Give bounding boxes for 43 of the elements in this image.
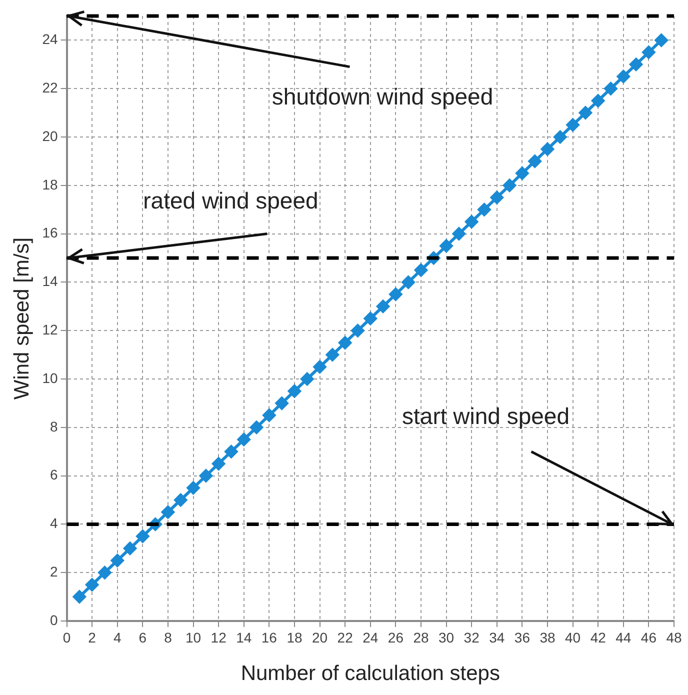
y-tick-label: 10 bbox=[42, 370, 58, 386]
x-tick-label: 26 bbox=[388, 629, 404, 646]
y-tick-label: 22 bbox=[42, 79, 58, 96]
y-tick-label: 12 bbox=[42, 321, 58, 338]
y-tick-label: 24 bbox=[42, 31, 58, 48]
ref-line-label: start wind speed bbox=[402, 403, 570, 430]
y-tick-label: 16 bbox=[42, 224, 58, 241]
x-tick-label: 6 bbox=[138, 629, 147, 646]
x-tick-label: 36 bbox=[514, 629, 530, 646]
x-tick-label: 18 bbox=[286, 629, 302, 646]
x-tick-label: 22 bbox=[337, 629, 354, 646]
y-tick-label: 6 bbox=[50, 466, 58, 483]
x-axis-title: Number of calculation steps bbox=[240, 662, 500, 686]
x-tick-label: 44 bbox=[616, 629, 632, 646]
ref-line-label: rated wind speed bbox=[143, 188, 318, 214]
y-tick-label: 0 bbox=[50, 612, 58, 628]
x-tick-label: 38 bbox=[540, 629, 556, 646]
x-tick-label: 40 bbox=[565, 629, 581, 646]
x-tick-label: 32 bbox=[464, 629, 480, 646]
x-tick-label: 16 bbox=[261, 629, 278, 646]
y-tick-label: 20 bbox=[42, 128, 58, 144]
x-tick-label: 30 bbox=[438, 629, 454, 646]
x-tick-label: 4 bbox=[113, 629, 122, 646]
y-tick-label: 18 bbox=[42, 176, 58, 192]
y-axis-title: Wind speed [m/s] bbox=[10, 237, 34, 400]
x-tick-label: 10 bbox=[185, 629, 202, 646]
x-tick-label: 42 bbox=[590, 629, 606, 646]
x-tick-label: 20 bbox=[312, 629, 328, 646]
ref-line-label: shutdown wind speed bbox=[272, 84, 494, 110]
y-tick-label: 8 bbox=[50, 418, 58, 434]
x-tick-label: 48 bbox=[666, 629, 682, 646]
x-tick-label: 12 bbox=[210, 629, 227, 646]
x-tick-label: 8 bbox=[164, 629, 172, 646]
x-tick-label: 14 bbox=[236, 629, 252, 646]
y-tick-label: 4 bbox=[50, 515, 58, 532]
x-tick-label: 46 bbox=[640, 629, 657, 646]
x-tick-label: 0 bbox=[62, 629, 71, 646]
x-tick-label: 34 bbox=[489, 629, 505, 646]
y-tick-label: 14 bbox=[42, 273, 58, 290]
x-tick-label: 28 bbox=[413, 629, 429, 646]
x-tick-label: 2 bbox=[88, 629, 96, 646]
y-tick-label: 2 bbox=[50, 563, 58, 580]
x-tick-label: 24 bbox=[362, 629, 378, 646]
